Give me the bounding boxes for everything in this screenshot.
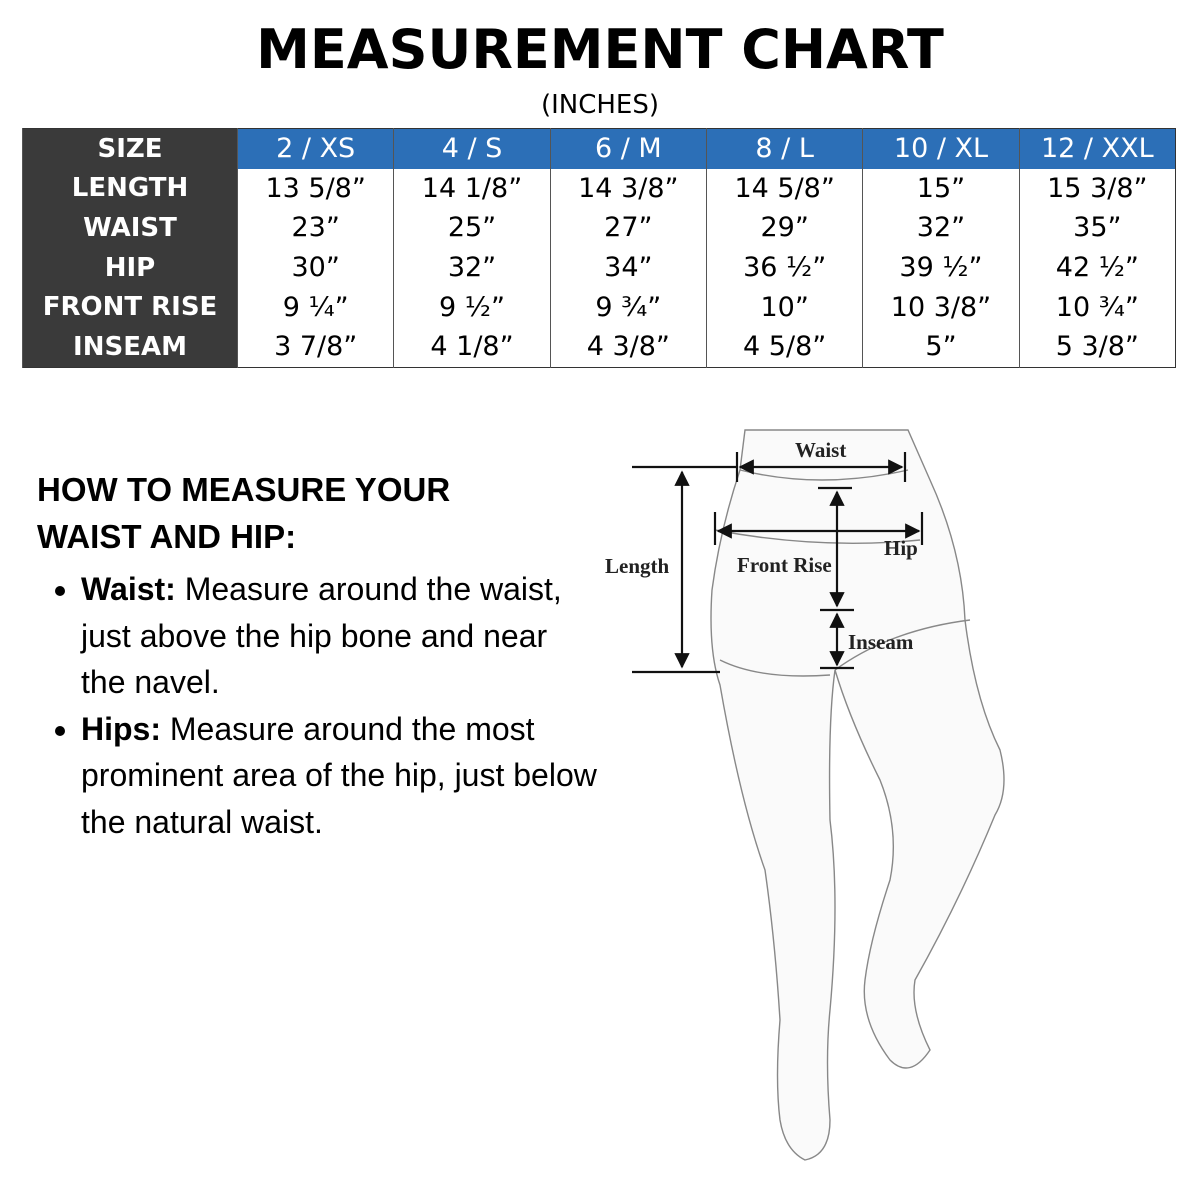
size-header: 8 / L xyxy=(705,128,863,169)
measurement-cell: 42 ½” xyxy=(1018,247,1176,288)
measurement-cell: 9 ½” xyxy=(393,287,551,327)
howto-heading: HOW TO MEASURE YOUR WAIST AND HIP: xyxy=(37,466,597,560)
measurement-cell: 32” xyxy=(862,208,1020,248)
measurement-cell: 3 7/8” xyxy=(236,326,394,368)
measurement-cell: 30” xyxy=(236,247,394,288)
measurement-cell: 15 3/8” xyxy=(1018,168,1176,209)
howto-heading-line2: WAIST AND HIP: xyxy=(37,518,297,555)
table-row: FRONT RISE 9 ¼” 9 ½” 9 ¾” 10” 10 3/8” 10 ¾” xyxy=(22,287,1176,327)
size-table: SIZE 2 / XS 4 / S 6 / M 8 / L 10 / XL 12… xyxy=(22,128,1176,368)
measurement-cell: 9 ¾” xyxy=(549,287,707,327)
description: Measure around the most prominent area o… xyxy=(81,710,597,840)
measurement-cell: 23” xyxy=(236,208,394,248)
size-header: 6 / M xyxy=(549,128,707,169)
measurement-cell: 10 ¾” xyxy=(1018,287,1176,327)
measurement-cell: 9 ¼” xyxy=(236,287,394,327)
page-title: MEASUREMENT CHART xyxy=(256,18,944,81)
measurement-cell: 32” xyxy=(393,247,551,288)
length-label: Length xyxy=(605,554,670,578)
howto-list: Waist: Measure around the waist, just ab… xyxy=(37,566,597,845)
row-label: INSEAM xyxy=(22,326,238,368)
row-label: SIZE xyxy=(22,128,238,169)
size-header: 10 / XL xyxy=(862,128,1020,169)
units-subtitle: (INCHES) xyxy=(540,90,660,120)
measurement-cell: 4 1/8” xyxy=(393,326,551,368)
measurement-cell: 34” xyxy=(549,247,707,288)
measurement-cell: 35” xyxy=(1018,208,1176,248)
measurement-cell: 10 3/8” xyxy=(862,287,1020,327)
measurement-cell: 4 5/8” xyxy=(705,326,863,368)
hip-label: Hip xyxy=(884,536,918,560)
measurement-diagram: Waist Hip Length Front Rise Inseam xyxy=(605,429,1005,1161)
measurement-cell: 14 3/8” xyxy=(549,168,707,209)
row-label: HIP xyxy=(22,247,238,288)
size-header: 12 / XXL xyxy=(1018,128,1176,169)
table-row: INSEAM 3 7/8” 4 1/8” 4 3/8” 4 5/8” 5” 5 3/8” xyxy=(22,326,1176,368)
measurement-cell: 10” xyxy=(705,287,863,327)
measurement-cell: 29” xyxy=(705,208,863,248)
table-row: HIP 30” 32” 34” 36 ½” 39 ½” 42 ½” xyxy=(22,247,1176,288)
term: Waist: xyxy=(81,571,176,607)
term: Hips: xyxy=(81,710,161,747)
waist-label: Waist xyxy=(795,438,846,462)
measurement-cell: 27” xyxy=(549,208,707,248)
size-header: 4 / S xyxy=(393,128,551,169)
table-row: LENGTH 13 5/8” 14 1/8” 14 3/8” 14 5/8” 15” 15 … xyxy=(22,168,1176,209)
measurement-cell: 5 3/8” xyxy=(1018,326,1176,368)
table-header-row: SIZE 2 / XS 4 / S 6 / M 8 / L 10 / XL 12… xyxy=(22,128,1176,169)
legs-illustration-icon xyxy=(710,429,1005,1161)
measurement-cell: 36 ½” xyxy=(705,247,863,288)
row-label: FRONT RISE xyxy=(22,287,238,327)
measurement-cell: 14 1/8” xyxy=(393,168,551,209)
front-rise-label: Front Rise xyxy=(737,553,832,577)
table-row: WAIST 23” 25” 27” 29” 32” 35” xyxy=(22,208,1176,248)
row-label: LENGTH xyxy=(22,168,238,209)
size-header: 2 / XS xyxy=(236,128,394,169)
dimension-lines xyxy=(632,452,924,674)
measurement-cell: 15” xyxy=(862,168,1020,209)
inseam-label: Inseam xyxy=(848,630,914,654)
list-item-waist: Waist: Measure around the waist, just ab… xyxy=(81,566,597,706)
list-item-hips: Hips: Measure around the most prominent … xyxy=(81,706,597,846)
measurement-cell: 14 5/8” xyxy=(705,168,863,209)
row-label: WAIST xyxy=(22,208,238,248)
measurement-cell: 5” xyxy=(862,326,1020,368)
howto-heading-line1: HOW TO MEASURE YOUR xyxy=(37,471,451,508)
how-to-measure: HOW TO MEASURE YOUR WAIST AND HIP: Waist… xyxy=(37,466,597,845)
measurement-cell: 13 5/8” xyxy=(236,168,394,209)
description: Measure around the waist, just above the… xyxy=(81,571,562,700)
measurement-cell: 39 ½” xyxy=(862,247,1020,288)
measurement-cell: 25” xyxy=(393,208,551,248)
measurement-cell: 4 3/8” xyxy=(549,326,707,368)
